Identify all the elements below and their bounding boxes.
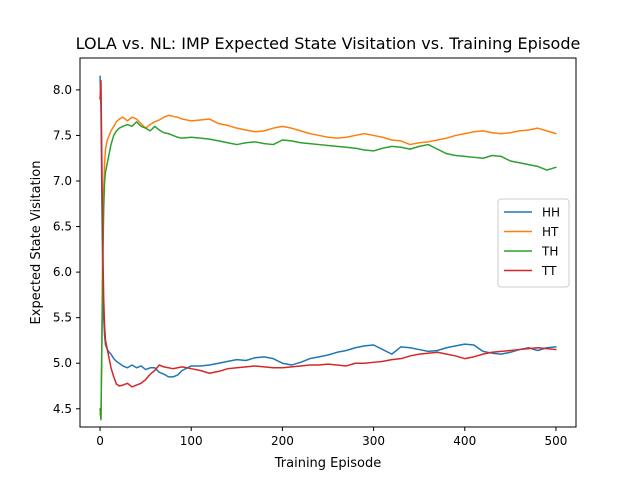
y-axis-label: Expected State Visitation xyxy=(29,161,44,325)
x-tick-label: 0 xyxy=(96,434,104,448)
x-tick-label: 500 xyxy=(544,434,567,448)
legend-label-th: TH xyxy=(541,245,558,259)
x-axis-label: Training Episode xyxy=(274,456,381,471)
x-tick-label: 100 xyxy=(180,434,203,448)
y-tick-label: 7.0 xyxy=(53,174,72,188)
legend-box xyxy=(497,198,570,288)
x-axis: 0 100 200 300 400 500 xyxy=(96,427,567,448)
x-tick-label: 300 xyxy=(362,434,385,448)
legend-label-tt: TT xyxy=(541,264,557,278)
x-tick-label: 400 xyxy=(453,434,476,448)
y-tick-label: 6.5 xyxy=(53,220,72,234)
plot-frame xyxy=(79,57,577,428)
y-tick-label: 7.5 xyxy=(53,128,72,142)
y-tick-label: 6.0 xyxy=(53,265,72,279)
chart-title: LOLA vs. NL: IMP Expected State Visitati… xyxy=(76,34,581,53)
legend-label-ht: HT xyxy=(542,225,559,239)
legend: HH HT TH TT xyxy=(497,198,570,288)
series-line-ht xyxy=(99,114,557,419)
y-tick-label: 5.5 xyxy=(53,311,72,325)
legend-label-hh: HH xyxy=(542,206,560,220)
y-tick-label: 5.0 xyxy=(53,356,72,370)
y-tick-label: 4.5 xyxy=(53,402,72,416)
series-line-th xyxy=(99,121,557,421)
y-tick-label: 8.0 xyxy=(53,83,72,97)
series-line-tt xyxy=(99,80,557,388)
series-line-hh xyxy=(99,75,557,378)
x-tick-label: 200 xyxy=(271,434,294,448)
y-axis: 4.5 5.0 5.5 6.0 6.5 7.0 7.5 8.0 xyxy=(53,83,80,416)
series-layer xyxy=(99,75,557,421)
